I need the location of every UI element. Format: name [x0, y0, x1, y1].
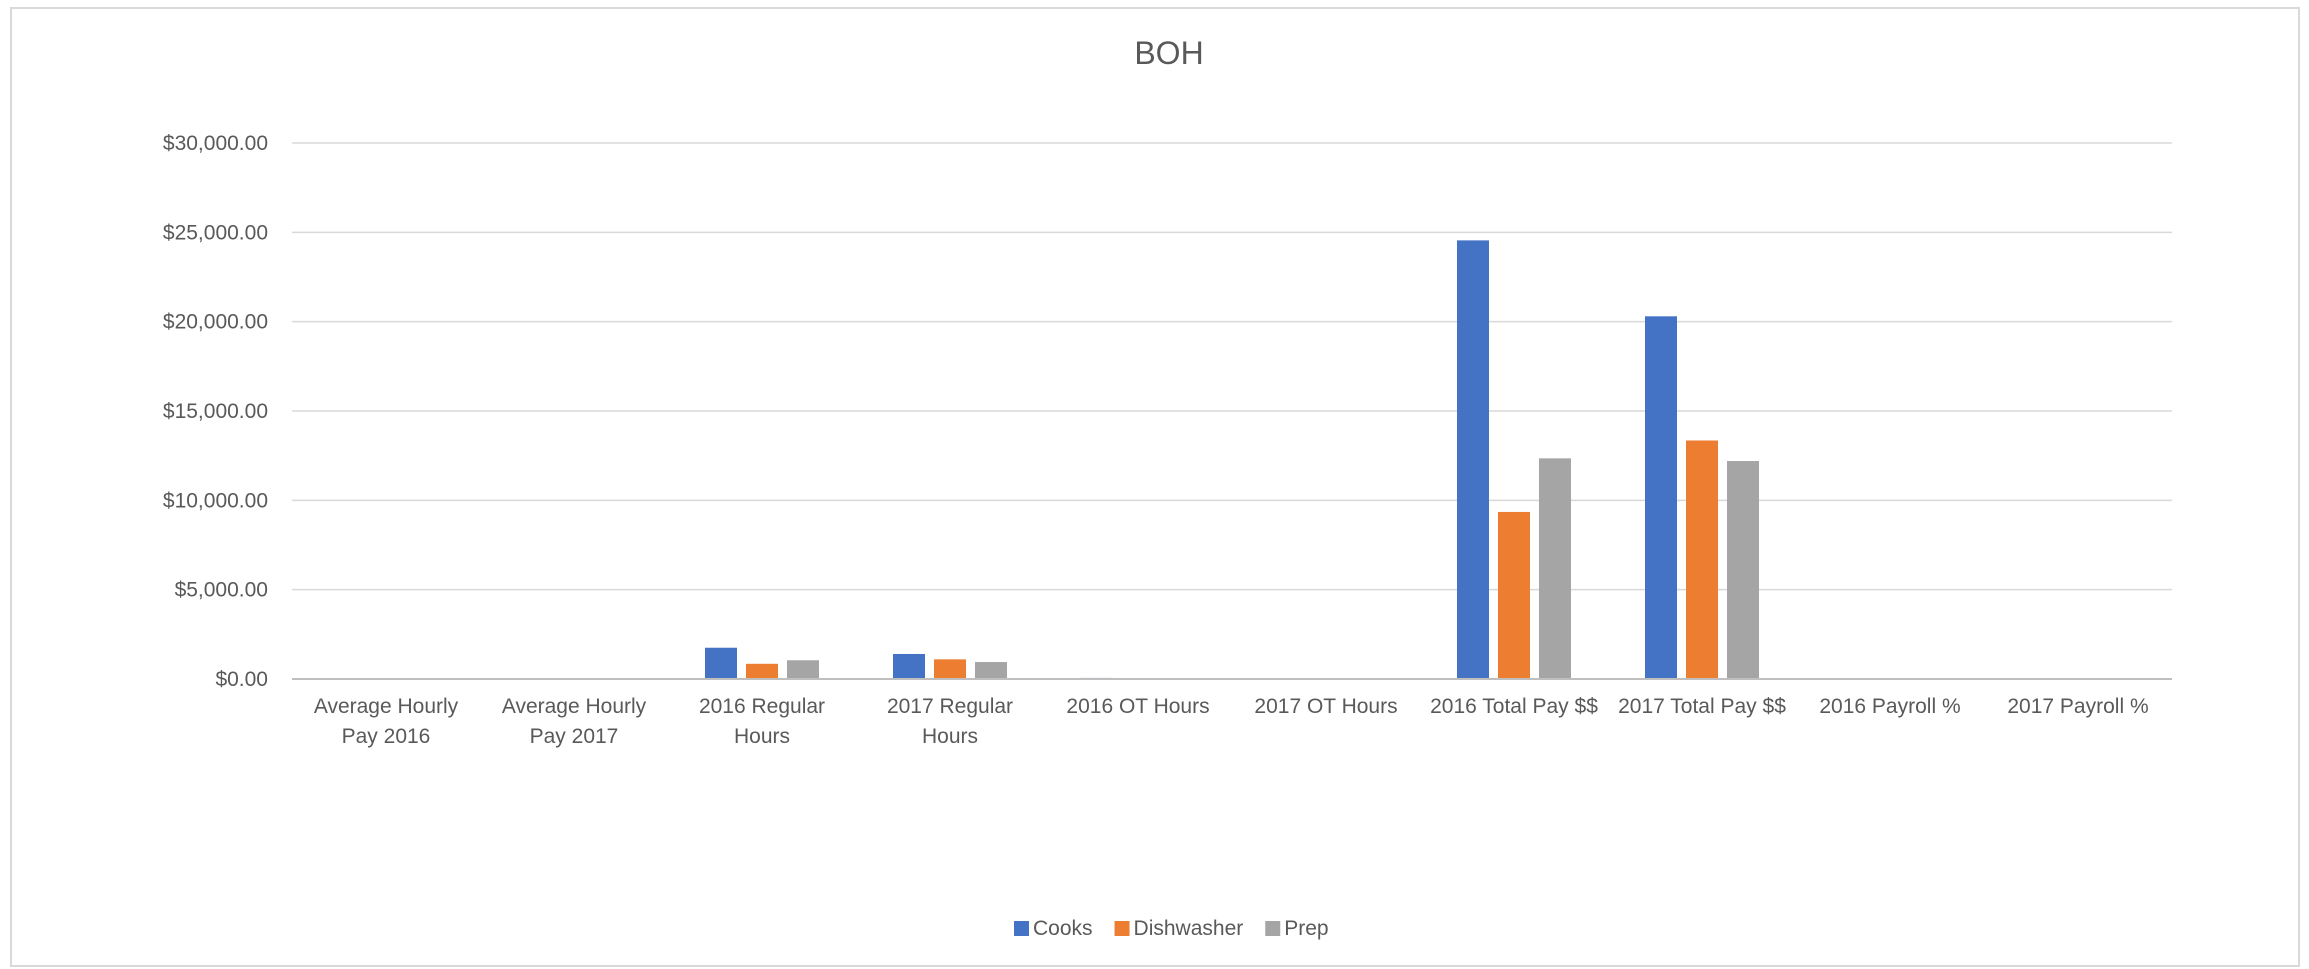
legend-swatch-dishwasher [1115, 921, 1130, 936]
legend-swatch-cooks [1014, 921, 1029, 936]
bar-prep [975, 662, 1007, 679]
x-category-label: 2016 OT Hours [1066, 695, 1209, 718]
y-tick-label: $30,000.00 [163, 132, 268, 155]
bar-cooks [705, 648, 737, 679]
y-tick-label: $25,000.00 [163, 221, 268, 244]
chart-frame: BOH $0.00 $5,000.00 $10,000.00 $15,000.00 $2… [10, 7, 2300, 967]
x-category-label: 2016 Total Pay $$ [1430, 695, 1598, 718]
bar-chart: BOH $0.00 $5,000.00 $10,000.00 $15,000.00 $2… [12, 9, 2302, 969]
bar-cooks [893, 654, 925, 679]
chart-title: BOH [1134, 35, 1203, 71]
x-category-label: 2016 Payroll % [1819, 695, 1960, 718]
y-tick-label: $5,000.00 [175, 579, 268, 602]
bar-dishwasher [1686, 440, 1718, 679]
x-category-label: 2017 Payroll % [2007, 695, 2148, 718]
x-category-label: 2017 OT Hours [1254, 695, 1397, 718]
legend-label-prep: Prep [1284, 917, 1328, 940]
y-tick-label: $15,000.00 [163, 400, 268, 423]
y-tick-label: $20,000.00 [163, 311, 268, 334]
bar-cooks [1645, 316, 1677, 679]
legend-label-dishwasher: Dishwasher [1134, 917, 1244, 940]
bar-cooks [1457, 240, 1489, 679]
bars [329, 240, 2135, 679]
y-tick-label: $0.00 [215, 668, 268, 691]
bar-dishwasher [1498, 512, 1530, 679]
bar-prep [787, 660, 819, 679]
bar-dishwasher [934, 659, 966, 679]
bar-prep [1727, 461, 1759, 679]
legend-swatch-prep [1265, 921, 1280, 936]
x-category-label: 2017 Total Pay $$ [1618, 695, 1786, 718]
bar-dishwasher [746, 664, 778, 679]
y-tick-label: $10,000.00 [163, 489, 268, 512]
legend: Cooks Dishwasher Prep [1014, 917, 1329, 940]
y-axis-tick-labels: $0.00 $5,000.00 $10,000.00 $15,000.00 $20,00… [163, 132, 268, 691]
gridlines [292, 143, 2172, 590]
bar-prep [1539, 458, 1571, 679]
legend-label-cooks: Cooks [1033, 917, 1093, 940]
